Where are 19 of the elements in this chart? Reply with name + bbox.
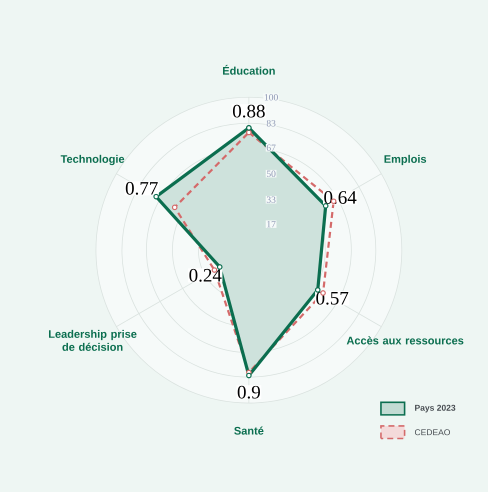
text: 0.24	[189, 268, 222, 282]
spoke-label: Emplois	[384, 154, 426, 166]
spoke-label: Technologie	[60, 154, 124, 166]
spoke-label: Éducation	[223, 64, 275, 75]
text: 0.9	[238, 386, 260, 399]
text: 0.77	[126, 182, 158, 195]
legend-label: Pays 2023	[415, 404, 456, 412]
y-tick-label: 100	[264, 94, 278, 100]
text: 0.64	[324, 191, 356, 204]
spoke-label: Leadership prise de décision	[48, 330, 137, 351]
text: 0.88	[232, 104, 265, 118]
y-tick-label: 33	[266, 196, 276, 203]
y-tick-label: 83	[266, 120, 276, 126]
spoke-label: Santé	[234, 426, 264, 435]
y-tick-label: 17	[267, 221, 276, 228]
y-tick-label: 67	[266, 144, 276, 151]
legend-label: CEDEAO	[414, 429, 450, 436]
y-tick-label: 50	[266, 170, 276, 177]
spoke-label: Accès aux ressources	[346, 336, 464, 344]
